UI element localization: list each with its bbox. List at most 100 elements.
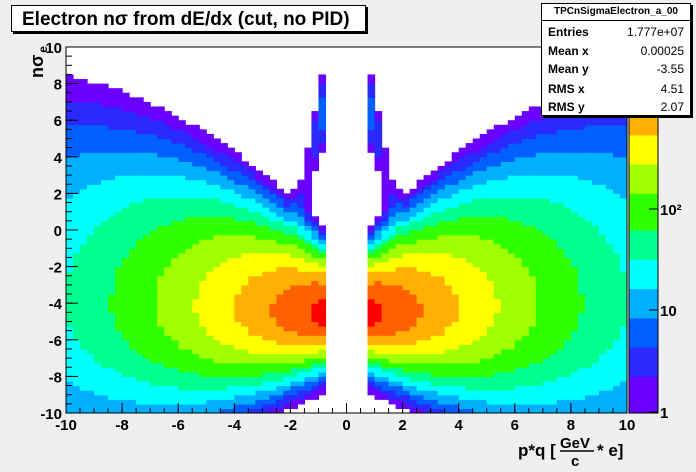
heatmap-cell [185,220,193,227]
heatmap-cell [521,175,530,181]
heatmap-cell [297,230,306,236]
heatmap-cell [542,234,551,240]
heatmap-cell [563,197,572,204]
heatmap-cell [598,367,607,373]
heatmap-cell [136,230,144,236]
heatmap-cell [157,298,165,304]
heatmap-cell [115,371,123,377]
heatmap-cell [101,225,109,231]
heatmap-cell [318,271,327,277]
heatmap-cell [374,280,383,286]
heatmap-cell [171,394,179,400]
heatmap-cell [178,344,186,350]
heatmap-cell [395,316,404,323]
heatmap-cell [129,284,137,291]
heatmap-cell [416,234,425,240]
heatmap-cell [157,225,165,231]
heatmap-cell [367,348,376,355]
heatmap-cell [542,362,551,368]
heatmap-cell [605,143,614,149]
heatmap-cell [122,394,130,400]
heatmap-cell [514,147,523,153]
heatmap-cell [318,248,327,254]
heatmap-cell [381,147,390,153]
heatmap-cell [430,170,439,176]
heatmap-cell [612,207,621,213]
heatmap-cell [66,129,74,135]
heatmap-cell [598,234,607,240]
heatmap-cell [521,170,530,176]
heatmap-cell [206,316,214,323]
heatmap-cell [269,344,277,350]
heatmap-cell [409,284,418,291]
heatmap-cell [171,184,179,190]
heatmap-cell [192,380,200,387]
y-tick-label: -8 [49,369,62,386]
heatmap-cell [528,207,537,213]
heatmap-cell [493,262,502,268]
heatmap-cell [528,257,537,263]
heatmap-cell [122,165,130,172]
heatmap-cell [479,399,488,405]
heatmap-cell [612,161,621,167]
heatmap-cell [87,156,95,162]
heatmap-cell [73,243,81,249]
heatmap-cell [409,380,418,387]
heatmap-cell [458,403,467,410]
heatmap-cell [297,248,306,254]
heatmap-cell [276,298,284,304]
heatmap-cell [381,284,390,291]
heatmap-cell [409,207,418,213]
heatmap-cell [185,330,193,336]
heatmap-cell [73,380,81,387]
heatmap-cell [122,92,130,98]
heatmap-cell [255,358,263,364]
heatmap-cell [115,225,123,231]
heatmap-cell [507,353,516,359]
heatmap-cell [171,376,179,382]
heatmap-cell [423,294,432,300]
heatmap-cell [584,303,593,309]
heatmap-cell [493,348,502,355]
heatmap-cell [213,220,221,227]
heatmap-cell [318,289,327,295]
heatmap-cell [297,326,306,332]
heatmap-cell [129,330,137,336]
heatmap-cell [129,385,137,391]
heatmap-cell [276,380,284,387]
heatmap-cell [619,120,627,126]
heatmap-cell [122,348,130,355]
heatmap-cell [374,252,383,259]
heatmap-cell [178,307,186,313]
heatmap-cell [283,399,291,405]
heatmap-cell [584,165,593,172]
heatmap-cell [437,275,446,281]
heatmap-cell [556,316,565,323]
heatmap-cell [451,394,460,400]
heatmap-cell [311,165,320,172]
heatmap-cell [465,339,474,345]
heatmap-cell [213,202,221,208]
heatmap-cell [136,321,144,327]
heatmap-cell [402,252,411,259]
heatmap-cell [80,115,88,121]
heatmap-cell [612,143,621,149]
heatmap-cell [234,294,242,300]
heatmap-cell [171,339,179,345]
heatmap-cell [241,275,249,281]
heatmap-cell [164,143,172,149]
heatmap-cell [276,197,284,204]
heatmap-cell [234,408,242,413]
heatmap-cell [122,120,130,126]
heatmap-cell [598,339,607,345]
heatmap-cell [381,202,390,208]
heatmap-cell [570,188,579,194]
heatmap-cell [304,294,313,300]
heatmap-cell [472,371,481,377]
heatmap-cell [451,257,460,263]
heatmap-cell [388,390,397,396]
heatmap-cell [444,248,453,254]
heatmap-cell [423,216,432,222]
heatmap-cell [143,106,151,112]
heatmap-cell [570,335,579,341]
